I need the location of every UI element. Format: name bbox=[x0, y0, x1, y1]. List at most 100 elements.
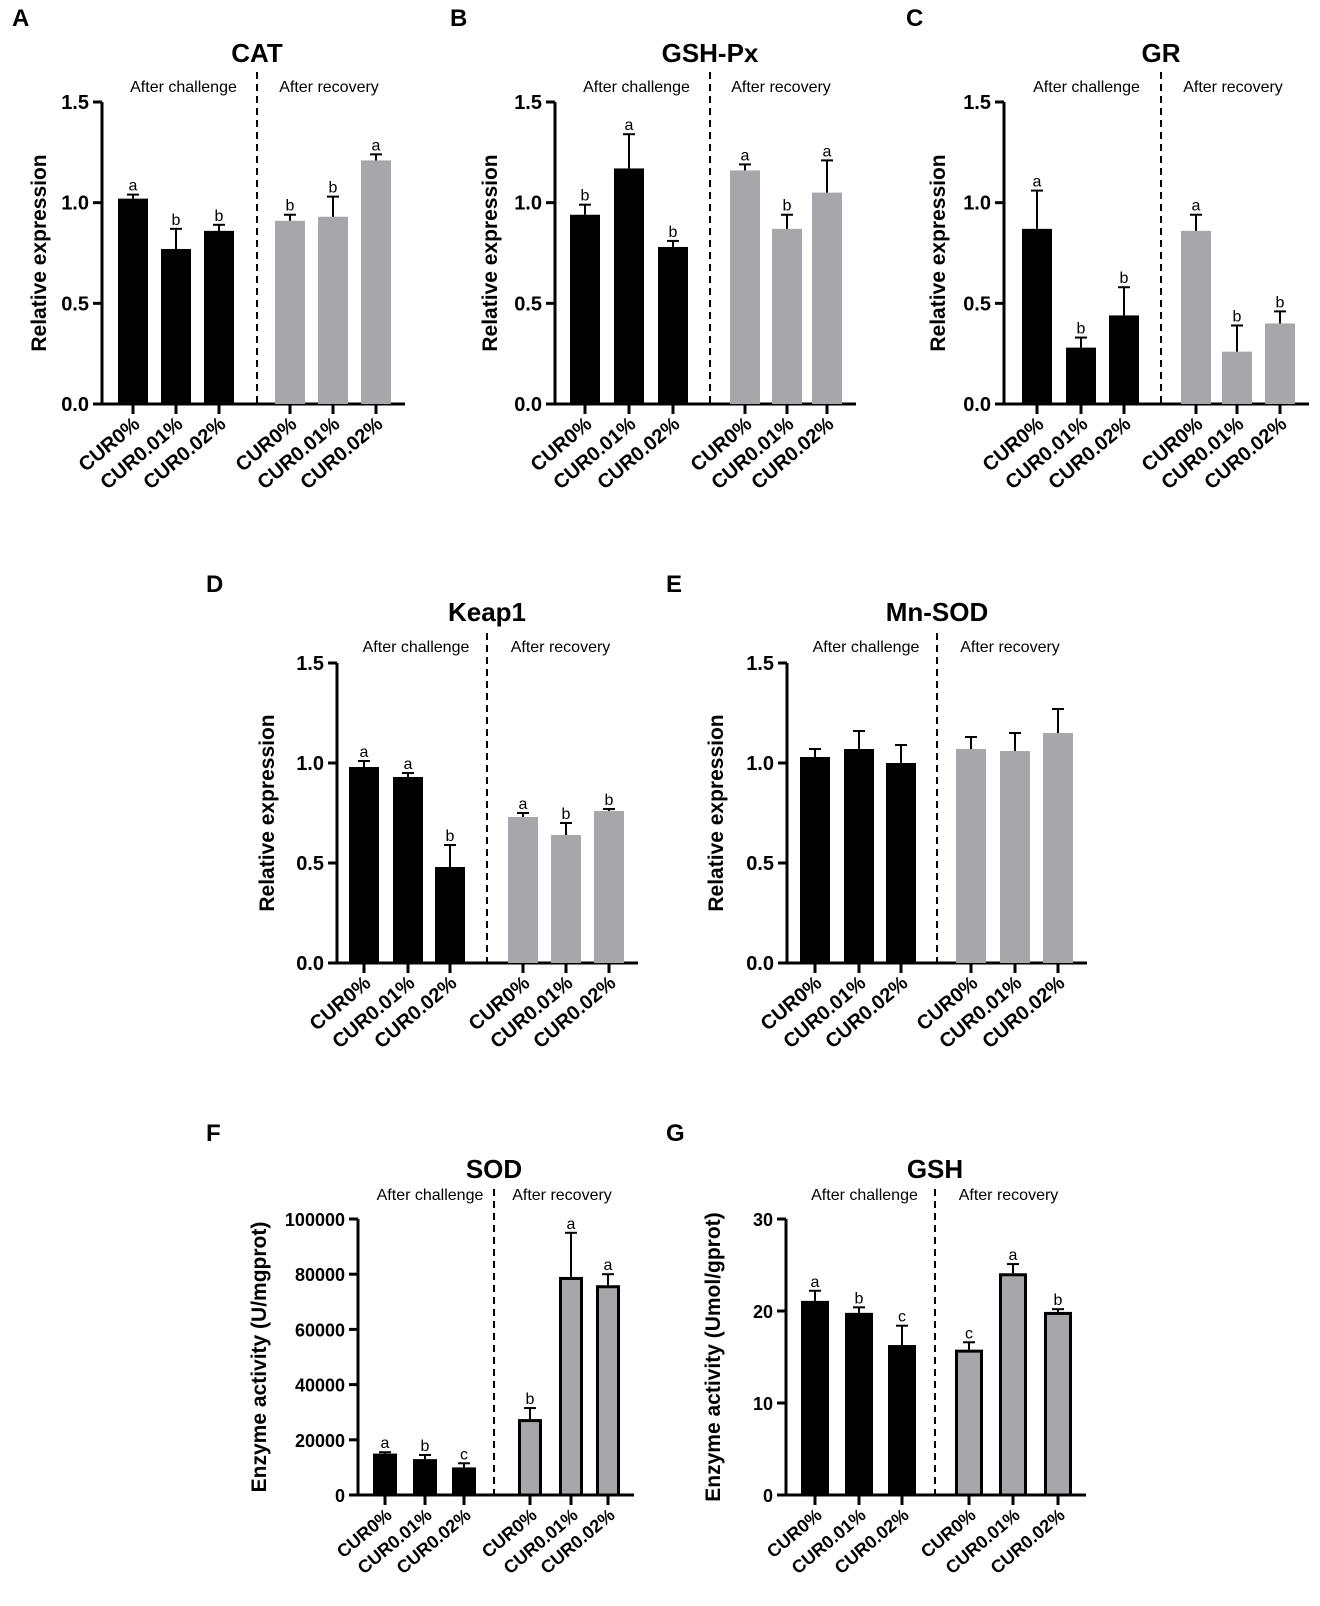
group-label-challenge: After challenge bbox=[583, 79, 690, 96]
y-tick-label: 0.5 bbox=[746, 853, 774, 875]
bar bbox=[1000, 751, 1030, 963]
bar bbox=[772, 228, 802, 404]
significance-letter: b bbox=[329, 180, 338, 197]
panel-letter: D bbox=[206, 571, 223, 598]
group-label-challenge: After challenge bbox=[377, 1187, 484, 1204]
bar bbox=[844, 749, 874, 963]
panel-letter: G bbox=[666, 1120, 685, 1147]
significance-letter: b bbox=[1276, 294, 1285, 311]
bar bbox=[452, 1467, 476, 1497]
bar bbox=[551, 835, 581, 963]
chart-title: GR bbox=[1142, 38, 1181, 68]
bar bbox=[559, 1276, 583, 1497]
chart-panel-d: D Keap1 After challenge After recovery 0.0 0.… bbox=[206, 571, 638, 1053]
y-tick-label: 1.0 bbox=[61, 193, 89, 215]
y-tick-label: 0.5 bbox=[296, 853, 324, 875]
significance-letter: a bbox=[129, 178, 138, 195]
y-tick-label: 1.5 bbox=[514, 92, 542, 114]
y-tick-label: 0.0 bbox=[746, 953, 774, 975]
chart-panel-b: B GSH-Px After challenge After recovery 0.0 0… bbox=[450, 5, 856, 494]
y-tick-label: 10 bbox=[753, 1394, 773, 1414]
y-axis-label: Enzyme activity (U/mgprot) bbox=[248, 1222, 271, 1493]
y-tick-label: 0.0 bbox=[963, 394, 991, 416]
y-tick-label: 100000 bbox=[285, 1210, 345, 1230]
significance-letter: a bbox=[811, 1274, 820, 1291]
panel-letter: B bbox=[450, 5, 467, 32]
y-tick-label: 80000 bbox=[295, 1265, 345, 1285]
significance-letter: a bbox=[519, 796, 528, 813]
bar bbox=[1043, 733, 1073, 963]
group-label-recovery: After recovery bbox=[731, 79, 831, 96]
significance-letter: a bbox=[1033, 174, 1042, 191]
chart-panel-a: A CAT After challenge After recovery 0.0 0.5 1… bbox=[12, 5, 405, 494]
bar bbox=[118, 198, 148, 404]
bar bbox=[318, 216, 348, 404]
significance-letter: b bbox=[446, 828, 455, 845]
panel-letter: E bbox=[666, 571, 682, 598]
significance-letter: b bbox=[783, 198, 792, 215]
panel-letter: F bbox=[206, 1120, 221, 1147]
bar bbox=[614, 168, 644, 404]
bar bbox=[373, 1453, 397, 1497]
significance-letter: a bbox=[372, 137, 381, 154]
group-label-challenge: After challenge bbox=[1033, 79, 1140, 96]
group-label-recovery: After recovery bbox=[512, 1187, 612, 1204]
chart-title: Mn-SOD bbox=[886, 597, 989, 627]
significance-letter: c bbox=[965, 1325, 973, 1342]
significance-letter: b bbox=[1233, 308, 1242, 325]
bar bbox=[730, 170, 760, 404]
bar bbox=[800, 757, 830, 963]
y-tick-label: 20000 bbox=[295, 1431, 345, 1451]
y-axis-label: Relative expression bbox=[479, 154, 502, 351]
significance-letter: b bbox=[286, 198, 295, 215]
bar bbox=[349, 767, 379, 963]
bar bbox=[1109, 315, 1139, 404]
significance-letter: b bbox=[1120, 270, 1129, 287]
group-label-challenge: After challenge bbox=[130, 79, 237, 96]
group-label-recovery: After recovery bbox=[1183, 79, 1283, 96]
bar bbox=[1265, 323, 1295, 404]
bar bbox=[361, 160, 391, 404]
chart-title: GSH bbox=[907, 1154, 963, 1184]
bar bbox=[1022, 228, 1052, 404]
y-axis-label: Relative expression bbox=[705, 714, 728, 911]
panel-letter: A bbox=[12, 5, 29, 32]
significance-letter: b bbox=[1077, 321, 1086, 338]
y-tick-label: 0 bbox=[335, 1486, 345, 1506]
bar bbox=[204, 230, 234, 404]
significance-letter: a bbox=[381, 1435, 390, 1452]
y-tick-label: 0.0 bbox=[514, 394, 542, 416]
y-tick-label: 1.5 bbox=[746, 653, 774, 675]
y-tick-label: 1.0 bbox=[746, 753, 774, 775]
group-label-recovery: After recovery bbox=[279, 79, 379, 96]
group-label-challenge: After challenge bbox=[813, 639, 920, 656]
y-axis-label: Relative expression bbox=[927, 154, 950, 351]
bar bbox=[275, 220, 305, 404]
y-tick-label: 0.5 bbox=[61, 293, 89, 315]
bar bbox=[658, 246, 688, 404]
y-tick-label: 1.5 bbox=[296, 653, 324, 675]
bar bbox=[812, 192, 842, 404]
significance-letter: b bbox=[526, 1391, 535, 1408]
significance-letter: b bbox=[669, 224, 678, 241]
group-label-recovery: After recovery bbox=[959, 1187, 1059, 1204]
y-tick-label: 1.0 bbox=[514, 193, 542, 215]
bar bbox=[1066, 347, 1096, 404]
significance-letter: a bbox=[741, 147, 750, 164]
significance-letter: b bbox=[562, 806, 571, 823]
y-tick-label: 60000 bbox=[295, 1320, 345, 1340]
significance-letter: a bbox=[360, 744, 369, 761]
chart-panel-e: E Mn-SOD After challenge After recovery 0.0 0… bbox=[666, 571, 1087, 1053]
significance-letter: b bbox=[1054, 1292, 1063, 1309]
bar bbox=[435, 867, 465, 963]
bar bbox=[886, 763, 916, 963]
chart-title: GSH-Px bbox=[662, 38, 759, 68]
bar bbox=[1181, 230, 1211, 404]
chart-title: SOD bbox=[466, 1154, 522, 1184]
y-tick-label: 0 bbox=[763, 1486, 773, 1506]
y-axis-label: Relative expression bbox=[28, 154, 51, 351]
significance-letter: b bbox=[172, 212, 181, 229]
bar bbox=[161, 248, 191, 404]
group-label-challenge: After challenge bbox=[363, 639, 470, 656]
